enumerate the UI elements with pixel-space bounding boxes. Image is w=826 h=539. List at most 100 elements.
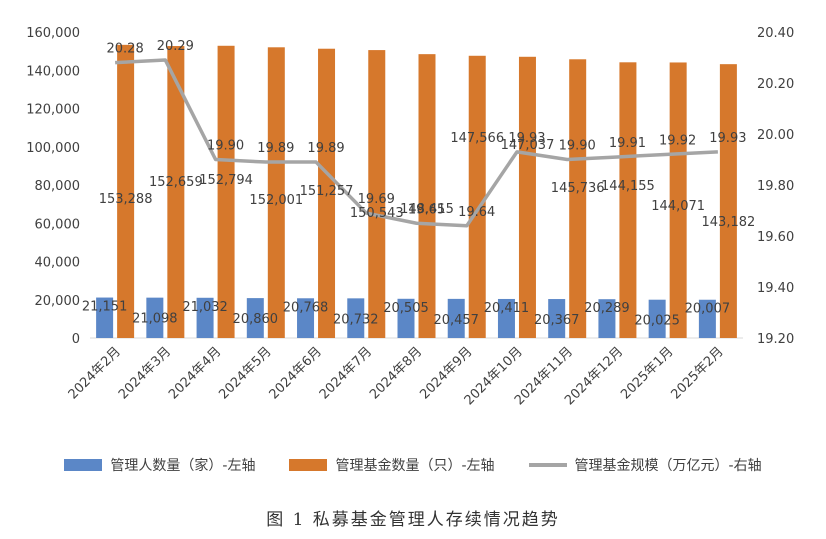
data-label-scale: 19.64 [458, 205, 495, 220]
x-tick-label: 2025年1月 [618, 344, 676, 402]
data-label-managers: 20,411 [484, 301, 530, 316]
legend-label-scale: 管理基金规模（万亿元）-右轴 [574, 458, 762, 474]
y-right-tick-label: 19.60 [757, 230, 794, 245]
data-label-funds: 152,659 [149, 175, 203, 190]
data-label-managers: 21,098 [132, 312, 178, 327]
data-label-funds: 152,794 [199, 173, 253, 188]
y-left-tick-label: 20,000 [35, 294, 81, 309]
bar-funds [619, 62, 637, 339]
data-label-funds: 143,182 [702, 215, 756, 230]
y-right-tick-label: 20.40 [757, 26, 794, 41]
bar-funds [669, 62, 687, 339]
data-label-managers: 20,860 [233, 312, 279, 327]
bar-funds [167, 46, 185, 338]
data-label-funds: 153,288 [99, 192, 153, 207]
line-scale [115, 58, 718, 228]
data-label-funds: 152,001 [249, 193, 303, 208]
data-label-funds: 144,155 [601, 179, 655, 194]
y-left-tick-label: 0 [72, 332, 80, 347]
bar-managers [497, 298, 515, 338]
y-left-tick-label: 140,000 [26, 64, 80, 79]
data-label-funds: 147,037 [501, 138, 555, 153]
data-label-managers: 20,732 [333, 312, 379, 327]
legend-swatch-managers [64, 459, 103, 471]
bar-managers [96, 297, 114, 338]
bar-managers [598, 299, 616, 338]
x-tick-label: 2024年5月 [216, 344, 274, 402]
x-tick-label: 2024年8月 [367, 344, 425, 402]
bar-managers [246, 298, 264, 338]
data-label-scale: 19.89 [307, 141, 344, 156]
bar-funds [267, 47, 285, 338]
data-label-funds: 150,543 [350, 206, 404, 221]
y-left-tick-label: 120,000 [26, 103, 80, 118]
bar-funds [418, 54, 436, 338]
data-label-funds: 151,257 [300, 184, 354, 199]
data-label-scale: 19.65 [408, 202, 445, 217]
y-right-tick-label: 19.40 [757, 281, 794, 296]
data-label-managers: 20,289 [584, 301, 630, 316]
data-label-scale: 19.69 [358, 192, 395, 207]
legend-item-managers: 管理人数量（家）-左轴 [64, 455, 255, 475]
data-label-managers: 21,032 [182, 300, 228, 315]
data-label-funds: 147,566 [450, 131, 504, 146]
data-label-scale: 20.28 [107, 42, 144, 57]
data-label-managers: 20,768 [283, 300, 329, 315]
y-left-tick-label: 40,000 [35, 256, 81, 271]
data-label-funds: 144,071 [651, 199, 705, 214]
data-label-managers: 20,367 [534, 313, 580, 328]
y-left-tick-label: 100,000 [26, 141, 80, 156]
y-left-tick-label: 160,000 [26, 26, 80, 41]
data-label-managers: 20,007 [685, 302, 731, 317]
legend-item-scale: 管理基金规模（万亿元）-右轴 [528, 455, 762, 475]
data-label-funds: 148,415 [400, 202, 454, 217]
data-label-scale: 19.90 [559, 139, 596, 154]
data-label-managers: 21,151 [82, 300, 128, 315]
legend: 管理人数量（家）-左轴 管理基金数量（只）-左轴 管理基金规模（万亿元）-右轴 [0, 455, 826, 475]
data-label-scale: 19.90 [207, 139, 244, 154]
legend-swatch-scale [528, 463, 567, 467]
figure-caption: 图 1 私募基金管理人存续情况趋势 [266, 510, 560, 530]
x-tick-label: 2024年2月 [66, 344, 124, 402]
y-right-tick-label: 19.80 [757, 179, 794, 194]
y-left-tick-label: 60,000 [35, 217, 81, 232]
bar-funds [318, 48, 336, 339]
chart-svg: 0 20,000 40,000 60,000 80,000 100,000 120,000 1… [26, 26, 794, 408]
x-tick-label: 2025年2月 [668, 344, 726, 402]
data-label-managers: 20,505 [383, 301, 429, 316]
y-left-tick-label: 80,000 [35, 179, 81, 194]
data-label-managers: 20,457 [433, 313, 479, 328]
legend-swatch-funds [289, 459, 328, 471]
y-right-tick-label: 20.20 [757, 77, 794, 92]
x-tick-label: 2024年6月 [267, 344, 325, 402]
bar-funds [368, 50, 386, 338]
bar-managers [146, 297, 164, 338]
bar-managers [347, 298, 365, 338]
bar-funds [217, 45, 235, 339]
bar-managers [648, 299, 666, 338]
bar-funds [468, 55, 486, 338]
data-label-scale: 20.29 [157, 39, 194, 54]
x-tick-label: 2024年7月 [317, 344, 375, 402]
data-label-funds: 145,736 [551, 181, 605, 196]
x-tick-label: 2024年3月 [116, 344, 174, 402]
bar-funds [719, 64, 737, 338]
legend-label-funds: 管理基金数量（只）-左轴 [335, 458, 495, 474]
data-label-scale: 19.93 [508, 131, 545, 146]
legend-item-funds: 管理基金数量（只）-左轴 [289, 455, 495, 475]
y-right-tick-label: 20.00 [757, 128, 794, 143]
bar-managers [297, 298, 315, 338]
bar-managers [447, 298, 465, 338]
data-label-scale: 19.92 [659, 133, 696, 148]
data-label-scale: 19.89 [257, 141, 294, 156]
legend-label-managers: 管理人数量（家）-左轴 [110, 458, 256, 474]
bar-managers [698, 299, 716, 338]
x-tick-label: 2024年4月 [166, 344, 224, 402]
bar-funds [518, 56, 536, 338]
data-label-managers: 20,025 [634, 314, 680, 329]
y-right-tick-label: 19.20 [757, 332, 794, 347]
bar-managers [548, 299, 566, 338]
bar-managers [397, 298, 415, 338]
bar-managers [196, 297, 214, 338]
bar-funds [117, 44, 135, 338]
